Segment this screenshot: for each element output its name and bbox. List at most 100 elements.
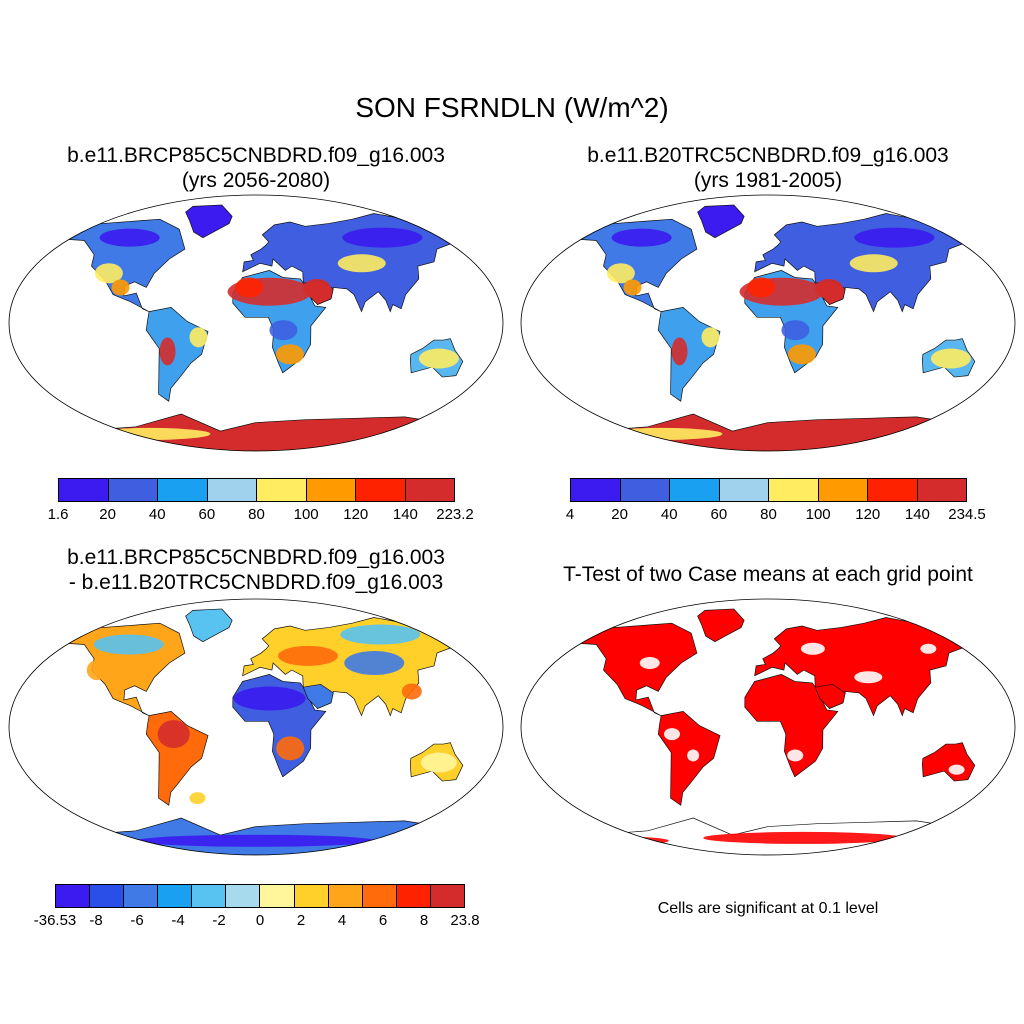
map-region [930,348,971,369]
map-region [606,263,635,284]
map-region [920,643,937,654]
map-region [687,749,700,762]
map-region [324,425,503,442]
greenland [697,608,745,643]
map-region [136,834,376,847]
map-region [233,686,306,711]
colorbar-swatch [59,479,109,501]
panel1-colorbar [58,478,455,502]
map-region [854,227,935,248]
colorbar-swatch [818,479,868,501]
map-region [111,279,130,296]
map-region [94,263,123,284]
colorbar-swatch [207,479,257,501]
colorbar-tick-label: 100 [805,506,831,523]
colorbar-swatch [158,885,193,907]
map-region [948,764,965,775]
greenland [185,204,233,239]
map-region [703,831,904,844]
panel3-map [8,598,504,856]
colorbar-tick-label: 4 [565,506,575,523]
map-region [99,228,160,247]
map-region [781,320,810,341]
colorbar-swatch [108,479,158,501]
map-region [815,278,844,299]
panel2-title: b.e11.B20TRC5CNBDRD.f09_g16.003 (yrs 198… [518,143,1018,193]
map-region [418,348,459,369]
greenland [697,204,745,239]
arabia [302,683,334,709]
panel4-title: T-Test of two Case means at each grid po… [563,563,973,586]
colorbar-swatch [260,885,295,907]
panel2-colorbar-labels: 4 20 40 60 80 100 120 140 234.5 [566,506,986,526]
colorbar-tick-label: -8 [89,912,103,929]
panel1-title-line2: (yrs 2056-2080) [181,169,331,192]
map-region [836,425,1015,442]
panel2-map [520,194,1016,452]
map-region [639,657,660,669]
map-region [157,720,190,749]
map-region [588,836,669,845]
colorbar-swatch [917,479,966,501]
colorbar-tick-label: 0 [255,912,265,929]
australia [921,742,976,782]
colorbar-swatch [226,885,261,907]
colorbar-tick-label: 4 [337,912,347,929]
colorbar-swatch [90,885,125,907]
colorbar-tick-label: 120 [343,506,369,523]
antarctica [549,413,987,451]
map-region [787,749,804,762]
colorbar-swatch [868,479,918,501]
map-region [93,634,164,655]
panel3-colorbar [55,884,465,908]
panel2-title-line2: (yrs 1981-2005) [693,169,843,192]
colorbar-tick-label: -6 [130,912,144,929]
colorbar-tick-label: -4 [171,912,185,929]
map-region [787,344,816,365]
map-region [86,660,107,681]
colorbar-swatch [294,885,329,907]
panel3-colorbar-labels: -36.53 -8 -6 -4 -2 0 2 4 6 8 23.8 [34,912,480,932]
greenland [185,608,233,643]
colorbar-swatch [571,479,621,501]
map-outline [8,194,504,452]
colorbar-swatch [719,479,769,501]
map-region [269,320,298,341]
map-region [275,344,304,365]
colorbar-tick-label: 40 [660,506,678,523]
colorbar-tick-label: -36.53 [33,912,77,929]
panel1-map [8,194,504,452]
map-region [90,427,211,440]
map-region [340,624,421,645]
arabia [814,683,846,709]
map-region [159,337,176,366]
map-region [671,337,688,366]
panel3-title: b.e11.BRCP85C5CNBDRD.f09_g16.003 - b.e11… [6,545,506,595]
colorbar-tick-label: 80 [760,506,777,523]
colorbar-swatch [430,885,464,907]
colorbar-swatch [670,479,720,501]
colorbar-tick-label: 120 [855,506,881,523]
colorbar-swatch [769,479,819,501]
map-region [623,279,642,296]
map-region [303,278,332,299]
colorbar-swatch [257,479,307,501]
colorbar-tick-label: 2 [296,912,306,929]
map-region [663,728,680,741]
map-region [277,645,338,666]
map-region [602,427,723,440]
colorbar-tick-label: 60 [198,506,216,523]
map-region [611,228,672,247]
colorbar-tick-label: 40 [148,506,166,523]
panel1-title-line1: b.e11.BRCP85C5CNBDRD.f09_g16.003 [67,144,445,167]
colorbar-tick-label: 23.8 [450,912,480,929]
map-region [854,671,883,684]
south-america [657,306,721,402]
significance-note: Cells are significant at 0.1 level [657,900,879,917]
map-region [701,327,720,348]
map-region [276,736,305,761]
north-america [558,622,698,716]
colorbar-tick-label: 20 [99,506,116,523]
panel1-colorbar-labels: 1.6 20 40 60 80 100 120 140 223.2 [48,506,474,526]
colorbar-tick-label: 234.5 [948,506,986,523]
